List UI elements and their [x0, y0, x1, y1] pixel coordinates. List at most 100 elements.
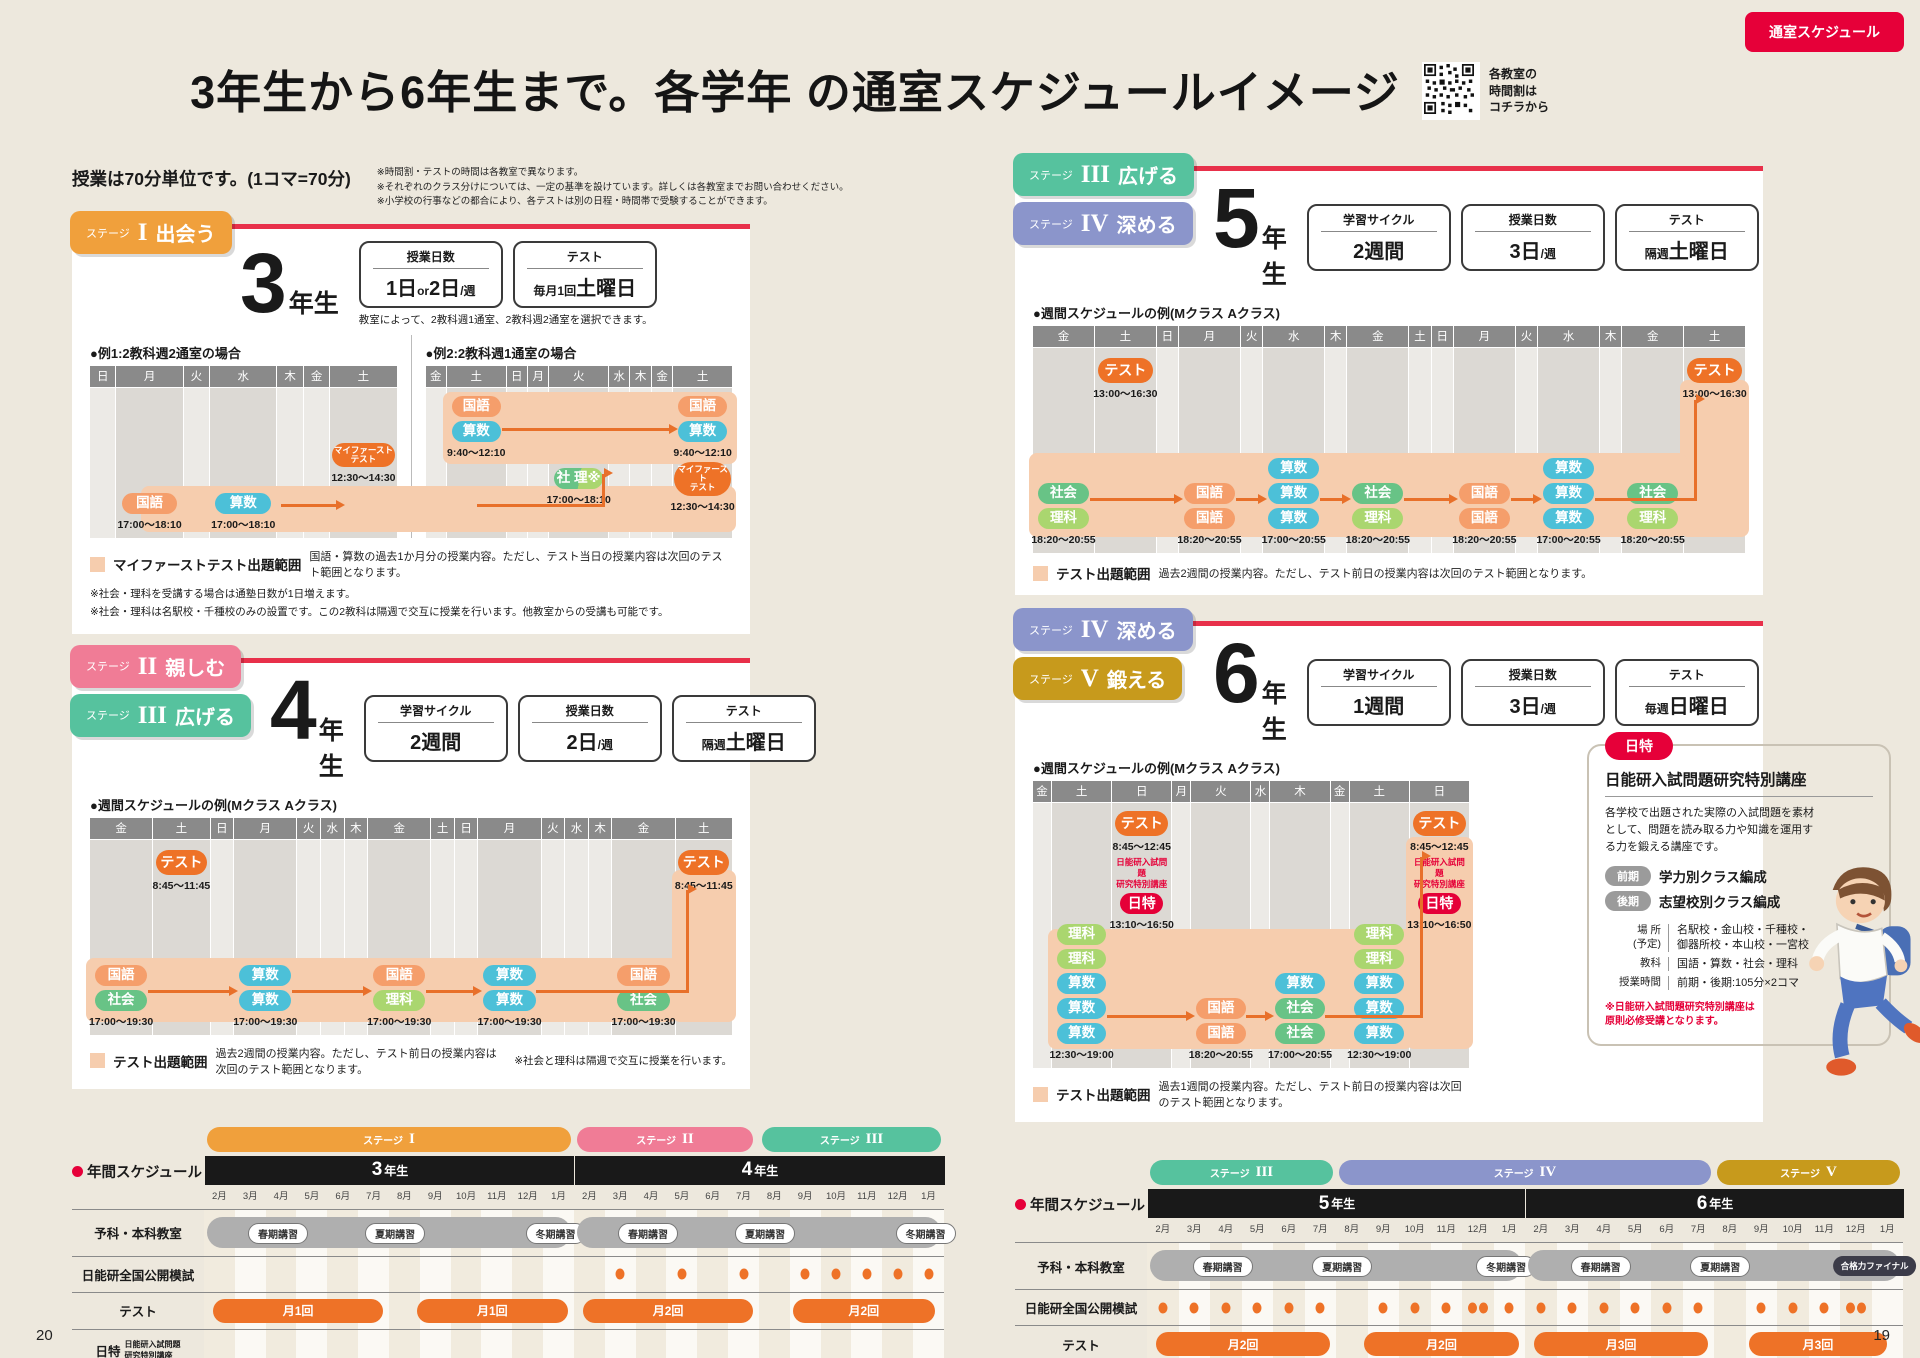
annual-stage-bar: ステージ III: [1150, 1160, 1333, 1185]
flow-arrow-head: [336, 500, 345, 510]
annual-row-label-text: 日能研全国公開模試: [81, 1268, 195, 1283]
annual-row-dots: 日能研全国公開模試: [1015, 1289, 1903, 1325]
seasonal-course-badge: 冬期講習: [895, 1222, 956, 1244]
annual-stage-bar: ステージ IV: [1339, 1160, 1711, 1185]
stage-prefix: ステージ: [1029, 673, 1073, 686]
annual-schedule-left: 年間スケジュール ステージ I ステージ II ステージ III 3 年生 4 年生 2月 3月 4月 5月…: [72, 1126, 956, 1358]
grade5-card: ステージ III 広げる ステージ IV 深める 5 年生 学習サイクル 2週間 授業日数 3日/週テ…: [1013, 153, 1763, 595]
red-dot-icon: [72, 1165, 83, 1177]
day-header: 日: [1112, 781, 1172, 802]
stage-numeral: IV: [1539, 1164, 1557, 1180]
subject-pill: 社会: [1037, 483, 1089, 505]
time-label: 13:00〜16:30: [1093, 388, 1158, 401]
stat-value-part: 土曜日: [725, 732, 786, 755]
subject-pill: 理科: [1352, 508, 1404, 529]
test-frequency-bar: 月1回: [416, 1298, 568, 1323]
week-table-header: 日月火水木金土: [90, 366, 397, 387]
mock-exam-dots: [1284, 1302, 1294, 1313]
red-dot-icon: [1015, 1199, 1026, 1210]
stat-value-part: 日曜日: [1668, 695, 1729, 718]
mock-exam-dots: [1378, 1302, 1388, 1313]
stage-badges: ステージ IV 深める ステージ V 鍛える: [1013, 608, 1193, 700]
qr-group: 各教室の 時間割は コチラから: [1422, 62, 1549, 120]
month-label: 7月: [1690, 1224, 1706, 1235]
annual-row-label: テスト: [1015, 1326, 1147, 1358]
test-frequency-bar: 月2回: [583, 1298, 753, 1323]
example-title: ●例1:2教科週2通室の場合: [90, 346, 241, 361]
time-label: 18:20〜20:55: [1177, 534, 1242, 546]
stage-numeral: II: [137, 652, 158, 680]
flow-arrow: [1246, 1015, 1266, 1018]
month-label: 12月: [1467, 1224, 1488, 1235]
annual-row-content: [204, 1257, 944, 1292]
examples: ●例1:2教科週2通室の場合日月火水木金土国語 17:00〜18:10 算数 17:0…: [90, 335, 737, 538]
subject-pill: 社 理※: [554, 468, 604, 489]
stat-value: 1日or2日/週: [373, 272, 489, 301]
day-column: 国語 社会 17:00〜19:30: [89, 839, 153, 1035]
day-header: 木: [344, 817, 368, 839]
day-header: 水: [210, 366, 277, 387]
test-frequency-bar: 月2回: [1156, 1332, 1330, 1356]
seasonal-course-badge: 夏期講習: [1690, 1256, 1751, 1277]
time-label: 18:20〜20:55: [1188, 1049, 1253, 1061]
stage-prefix: ステージ: [1029, 169, 1073, 182]
annual-month-row: 2月 3月 4月 5月 6月 7月 8月 9月 10月 11月 12月 1月 2月 3月 4月 5月 6月 7月 8…: [204, 1188, 944, 1202]
annual-row-kouza: 予科・本科教室 春期講習 夏期講習 冬期講習 春期講習 夏期講習 冬期講習: [72, 1208, 956, 1256]
qr-caption-line: コチラから: [1489, 100, 1550, 115]
month-label: 2月: [1533, 1224, 1549, 1235]
nittoku-required-note: ※日能研入試問題研究特別講座は 原則必修受講となります。: [1605, 1001, 1755, 1028]
mock-exam-dot: [893, 1268, 903, 1280]
day-header: 土: [1684, 326, 1746, 347]
test-range-legend: テスト出題範囲 過去1週間の授業内容。ただし、テスト前日の授業内容は次回のテスト範…: [1033, 1078, 1469, 1110]
test-pill: テスト: [678, 849, 730, 876]
year-suffix: 年生: [754, 1163, 779, 1178]
day-column: 理科 理科 算数 算数 算数 12:30〜19:00: [1049, 803, 1114, 1068]
stage-badge: ステージ V 鍛える: [1013, 657, 1183, 700]
legend-swatch: [90, 556, 105, 572]
time-label: 12:30〜14:30: [331, 472, 396, 485]
time-label: 18:20〜20:55: [1620, 534, 1685, 546]
stat-value-part: or: [417, 284, 430, 298]
day-header: 木: [1600, 326, 1622, 347]
mock-exam-dot: [1756, 1302, 1766, 1313]
time-label: 8:45〜12:45: [1112, 841, 1171, 854]
subject-pill: 理科: [1627, 508, 1679, 529]
stat-boxes: 学習サイクル 2週間 授業日数 2日/週 テスト 隔週土曜日: [363, 695, 816, 763]
nittoku-fields: 場 所 (予定) 名駅校・金山校・千種校・ 御器所校・本山校・一宮校 教科 国語・算数…: [1605, 923, 1873, 990]
time-label: 17:00〜19:30: [367, 1015, 432, 1028]
month-label: 1月: [551, 1190, 566, 1202]
week-table-header: 金土日月火水木金土日月火水木金土: [90, 817, 733, 839]
special-course-note: 日能研入試問題 研究特別講座: [1116, 857, 1168, 890]
mock-exam-dots: [1441, 1302, 1451, 1313]
subject-pill: 理科: [1354, 948, 1405, 970]
subject-pill: 算数: [1268, 508, 1320, 529]
subject-pill: 社会: [1627, 483, 1679, 505]
stage-prefix: ステージ: [1209, 1169, 1250, 1180]
month-label: 2月: [212, 1190, 227, 1202]
day-header: 日: [1431, 326, 1453, 347]
mock-exam-dot: [1567, 1302, 1577, 1313]
week-table-header: 金土日月火水木金土日月火水木金土: [1033, 326, 1746, 347]
day-column: [90, 388, 116, 538]
time-label: 17:00〜18:10: [546, 493, 611, 506]
mock-exam-dots: [615, 1268, 625, 1280]
test-pill: テスト: [1687, 358, 1743, 384]
flow-arrow: [477, 504, 605, 507]
qr-caption: 各教室の 時間割は コチラから: [1489, 66, 1549, 116]
stat-box: テスト 隔週土曜日: [671, 695, 816, 763]
stat-value-part: /週: [597, 738, 613, 753]
annual-row-content: [204, 1330, 944, 1358]
day-header: 金: [1330, 781, 1349, 802]
stat-value: 2週間: [378, 726, 494, 755]
stat-box: 学習サイクル 2週間: [363, 695, 508, 763]
day-header: 水: [1538, 326, 1599, 347]
stage-badge: ステージ III 広げる: [1013, 153, 1194, 196]
stage-prefix: ステージ: [819, 1135, 860, 1147]
subject-pill: 社会: [1275, 998, 1325, 1020]
test-pill: テスト: [1115, 811, 1169, 837]
stat-value: 2週間: [1321, 235, 1437, 264]
subject-pill: 算数: [1268, 483, 1320, 505]
annual-row-content: 月2回 月2回 月3回 月3回: [1147, 1326, 1903, 1358]
stage-numeral: V: [1825, 1164, 1837, 1180]
subject-pill: 算数: [1056, 998, 1107, 1020]
